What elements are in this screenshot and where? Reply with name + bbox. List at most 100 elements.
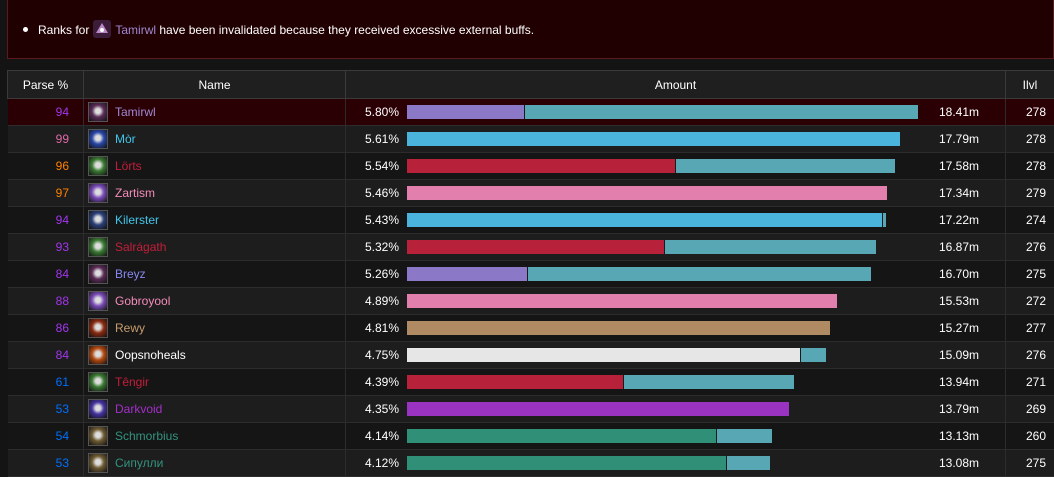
- notice-suffix: have been invalidated because they recei…: [159, 23, 534, 37]
- bar-segment-primary: [407, 186, 887, 200]
- amount-total: 17.79m: [939, 132, 979, 146]
- bar-segment-primary: [407, 402, 789, 416]
- evoker-icon: [88, 426, 108, 446]
- table-row[interactable]: 54 Schmorbius 4.14% 13.13m 260: [8, 423, 1054, 450]
- notice-player-link[interactable]: Tamirwl: [115, 23, 156, 37]
- parse-value: 54: [8, 423, 84, 450]
- player-name[interactable]: Têngir: [115, 375, 149, 389]
- item-level: 276: [1006, 234, 1054, 261]
- player-cell[interactable]: Rewy: [84, 315, 346, 342]
- skull-green-icon: [88, 156, 108, 176]
- spellbreaker-icon: [88, 264, 108, 284]
- amount-percent: 5.54%: [365, 159, 399, 173]
- player-cell[interactable]: Zartism: [84, 180, 346, 207]
- header-parse[interactable]: Parse %: [8, 71, 84, 99]
- player-name[interactable]: Lörts: [115, 159, 142, 173]
- player-cell[interactable]: Salrágath: [84, 234, 346, 261]
- player-name[interactable]: Schmorbius: [115, 429, 178, 443]
- player-name[interactable]: Rewy: [115, 321, 145, 335]
- amount-bar[interactable]: [407, 348, 826, 362]
- bar-segment-primary: [407, 213, 882, 227]
- header-name[interactable]: Name: [84, 71, 346, 99]
- amount-bar[interactable]: [407, 159, 895, 173]
- parse-value: 84: [8, 261, 84, 288]
- bar-segment-primary: [407, 105, 524, 119]
- player-name[interactable]: Gobroyool: [115, 294, 170, 308]
- skull-green-icon: [88, 237, 108, 257]
- amount-bar[interactable]: [407, 132, 900, 146]
- player-name[interactable]: Breyz: [115, 267, 146, 281]
- spellbreaker-icon: [93, 20, 111, 38]
- header-amount[interactable]: Amount: [346, 71, 1006, 99]
- player-cell[interactable]: Сипулли: [84, 450, 346, 477]
- amount-cell: 4.75%15.09m: [346, 342, 1006, 369]
- player-name[interactable]: Сипулли: [115, 456, 163, 470]
- parse-value: 94: [8, 99, 84, 126]
- amount-bar[interactable]: [407, 240, 876, 254]
- player-name[interactable]: Mòr: [115, 132, 136, 146]
- player-cell[interactable]: Oopsnoheals: [84, 342, 346, 369]
- player-name[interactable]: Darkvoid: [115, 402, 162, 416]
- item-level: 274: [1006, 207, 1054, 234]
- bar-segment-primary: [407, 132, 900, 146]
- amount-percent: 5.43%: [365, 213, 399, 227]
- amount-bar[interactable]: [407, 186, 887, 200]
- player-cell[interactable]: Tamirwl: [84, 99, 346, 126]
- player-name[interactable]: Salrágath: [115, 240, 166, 254]
- amount-bar[interactable]: [407, 456, 770, 470]
- player-cell[interactable]: Têngir: [84, 369, 346, 396]
- player-cell[interactable]: Schmorbius: [84, 423, 346, 450]
- parse-value: 53: [8, 396, 84, 423]
- bar-segment-secondary: [524, 105, 918, 119]
- amount-bar[interactable]: [407, 375, 794, 389]
- item-level: 275: [1006, 261, 1054, 288]
- player-name[interactable]: Tamirwl: [115, 105, 156, 119]
- amount-cell: 4.89%15.53m: [346, 288, 1006, 315]
- header-ilvl[interactable]: Ilvl: [1006, 71, 1054, 99]
- amount-percent: 5.80%: [365, 105, 399, 119]
- parse-value: 94: [8, 207, 84, 234]
- item-level: 271: [1006, 369, 1054, 396]
- parse-value: 88: [8, 288, 84, 315]
- amount-percent: 4.14%: [365, 429, 399, 443]
- amount-total: 17.34m: [939, 186, 979, 200]
- amount-cell: 5.26%16.70m: [346, 261, 1006, 288]
- item-level: 260: [1006, 423, 1054, 450]
- player-cell[interactable]: Gobroyool: [84, 288, 346, 315]
- amount-bar[interactable]: [407, 402, 789, 416]
- amount-bar[interactable]: [407, 267, 871, 281]
- amount-cell: 4.14% 13.13m: [346, 423, 1006, 450]
- player-cell[interactable]: Lörts: [84, 153, 346, 180]
- player-cell[interactable]: Darkvoid: [84, 396, 346, 423]
- amount-cell: 4.35%13.79m: [346, 396, 1006, 423]
- player-name[interactable]: Oopsnoheals: [115, 348, 186, 362]
- amount-bar[interactable]: [407, 321, 830, 335]
- amount-bar[interactable]: [407, 429, 772, 443]
- player-cell[interactable]: Kilerster: [84, 207, 346, 234]
- player-cell[interactable]: Breyz: [84, 261, 346, 288]
- amount-total: 13.13m: [939, 429, 979, 443]
- amount-bar[interactable]: [407, 105, 918, 119]
- player-name[interactable]: Zartism: [115, 186, 155, 200]
- player-cell[interactable]: Mòr: [84, 126, 346, 153]
- void-icon: [88, 399, 108, 419]
- item-level: 278: [1006, 99, 1054, 126]
- amount-bar[interactable]: [407, 294, 837, 308]
- frost-icon: [88, 129, 108, 149]
- amount-cell: 5.46%17.34m: [346, 180, 1006, 207]
- amount-bar[interactable]: [407, 213, 886, 227]
- player-name[interactable]: Kilerster: [115, 213, 159, 227]
